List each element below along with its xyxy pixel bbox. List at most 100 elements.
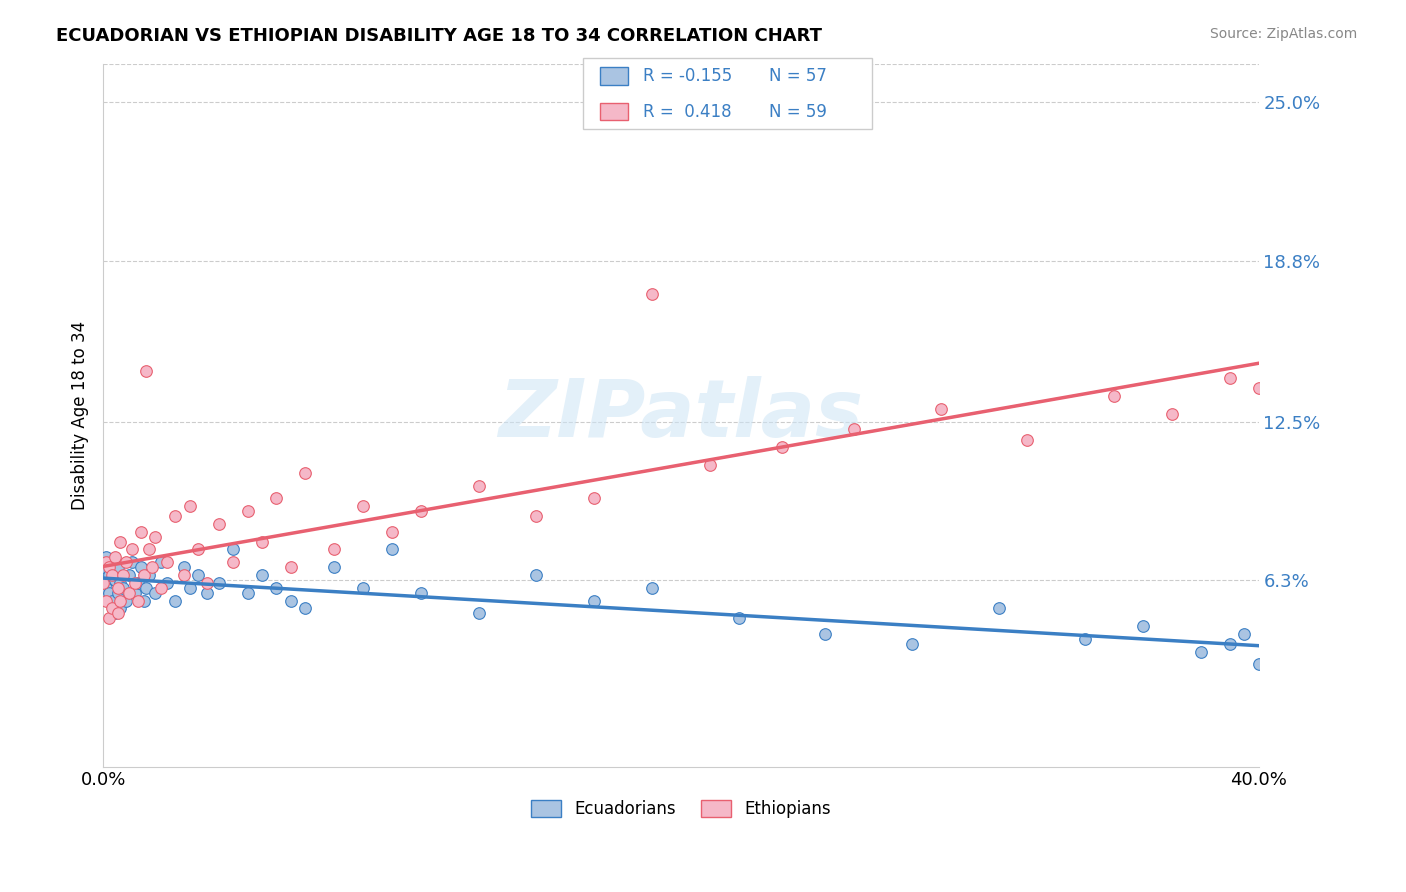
Point [222,542,245,557]
Point [97,611,120,625]
Point [187,542,209,557]
Point [641,581,664,595]
Point [91,575,114,590]
Point [1233,626,1256,640]
Point [97,568,120,582]
Point [208,516,231,531]
Point [208,575,231,590]
Legend: Ecuadorians, Ethiopians: Ecuadorians, Ethiopians [524,794,838,825]
Point [104,550,127,565]
Point [901,637,924,651]
Point [727,611,749,625]
Point [115,555,138,569]
Point [127,575,149,590]
Point [143,530,166,544]
Point [97,560,120,574]
Point [132,593,155,607]
Point [101,601,124,615]
Point [1291,363,1313,377]
Point [1247,382,1270,396]
Point [280,560,302,574]
Point [236,586,259,600]
Point [110,601,132,615]
Point [94,581,117,595]
Text: R = -0.155: R = -0.155 [643,67,731,85]
Point [104,607,127,621]
Point [94,555,117,569]
Point [222,555,245,569]
Point [179,499,201,513]
Point [1320,326,1343,340]
Text: N = 59: N = 59 [769,103,827,120]
Point [107,560,129,574]
Point [118,586,141,600]
Point [127,593,149,607]
Point [124,575,146,590]
Point [583,491,606,506]
Point [195,586,218,600]
Point [149,555,172,569]
Point [1247,657,1270,672]
Point [132,568,155,582]
Point [250,568,273,582]
Point [101,593,124,607]
Point [173,568,195,582]
Point [1017,433,1039,447]
Point [124,586,146,600]
Point [143,586,166,600]
Point [91,560,114,574]
Point [141,560,163,574]
Point [1305,338,1327,352]
Point [641,287,664,301]
Point [187,568,209,582]
Point [110,534,132,549]
Text: R =  0.418: R = 0.418 [643,103,731,120]
Point [280,593,302,607]
Point [129,560,152,574]
Point [179,581,201,595]
Point [1219,637,1241,651]
Point [110,593,132,607]
Point [195,575,218,590]
Point [118,568,141,582]
Point [266,491,288,506]
Point [97,586,120,600]
Point [104,573,127,587]
Point [101,555,124,569]
Point [381,524,404,539]
Point [323,542,346,557]
Point [149,581,172,595]
Point [156,555,179,569]
Point [250,534,273,549]
Point [112,568,135,582]
Point [115,593,138,607]
Point [526,509,548,524]
Point [121,555,143,569]
Point [770,440,793,454]
Point [987,601,1010,615]
Point [101,568,124,582]
Text: ECUADORIAN VS ETHIOPIAN DISABILITY AGE 18 TO 34 CORRELATION CHART: ECUADORIAN VS ETHIOPIAN DISABILITY AGE 1… [56,27,823,45]
Point [409,586,432,600]
Point [929,401,952,416]
Point [352,499,374,513]
Point [467,478,489,492]
Point [135,581,157,595]
Point [1074,632,1097,646]
Point [583,593,606,607]
Point [156,575,179,590]
Point [1219,371,1241,385]
Point [1102,389,1125,403]
Point [112,581,135,595]
Point [236,504,259,518]
Point [844,422,866,436]
Point [165,593,187,607]
Point [107,607,129,621]
Point [699,458,721,472]
Point [1277,351,1299,365]
Point [173,560,195,574]
Point [814,626,837,640]
Point [110,575,132,590]
Point [94,593,117,607]
Point [266,581,288,595]
